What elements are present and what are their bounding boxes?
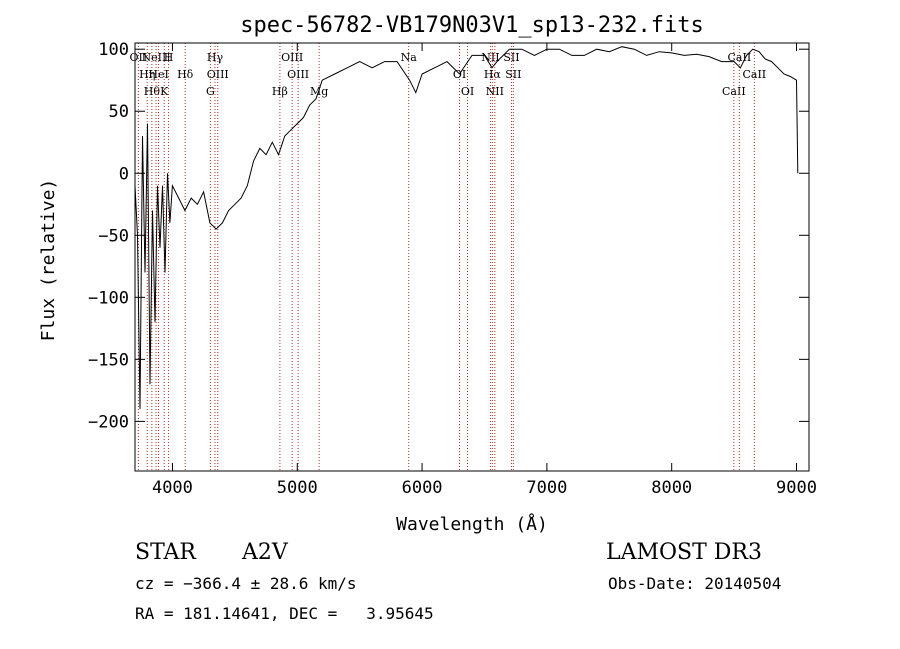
line-marker-label: Hβ — [272, 85, 288, 98]
x-tick-label: 9000 — [776, 478, 817, 498]
spectrum-line — [134, 46, 799, 410]
line-marker-label: OIII — [287, 68, 309, 81]
coords-line: RA = 181.14641, DEC = 3.95645 — [135, 604, 434, 623]
line-marker-label: K — [160, 85, 169, 98]
line-marker-label: SII — [503, 51, 519, 64]
line-marker-label: Mg — [310, 85, 328, 98]
line-marker-label: OIII — [207, 68, 229, 81]
line-marker-label: OII — [130, 51, 148, 64]
chart-title: spec-56782-VB179N03V1_sp13-232.fits — [240, 13, 704, 38]
y-tick-label: 0 — [119, 164, 129, 184]
line-markers: OIIHηHθNeIIIHeIKHHδGHγOIIIHβOIIIOIIIMgNa… — [130, 43, 766, 471]
redshift-line: cz = −366.4 ± 28.6 km/s — [135, 574, 357, 593]
y-tick-label: −100 — [88, 288, 129, 308]
line-marker-label: CaII — [728, 51, 752, 64]
y-axis-ticks: −200 −150 −100 −50 0 50 100 — [88, 40, 809, 432]
line-marker-label: OIII — [281, 51, 303, 64]
line-marker-label: OI — [461, 85, 474, 98]
plot-frame — [134, 42, 810, 472]
line-marker-label: NII — [486, 85, 504, 98]
line-marker-label: NII — [481, 51, 499, 64]
line-marker-label: G — [206, 85, 215, 98]
line-marker-label: Hα — [484, 68, 502, 81]
line-marker-label: Hγ — [207, 51, 224, 64]
y-tick-label: −50 — [98, 226, 129, 246]
y-tick-label: −200 — [88, 412, 129, 432]
x-tick-label: 4000 — [152, 478, 193, 498]
line-marker-label: Na — [401, 51, 418, 64]
line-marker-label: Hδ — [177, 68, 194, 81]
x-tick-label: 6000 — [402, 478, 443, 498]
line-marker-label: Hη — [139, 68, 155, 81]
line-marker-label: H — [164, 51, 174, 64]
line-marker-label: CaII — [722, 85, 746, 98]
x-tick-label: 8000 — [651, 478, 692, 498]
x-axis-ticks: 4000 5000 6000 7000 8000 9000 — [152, 43, 817, 498]
line-marker-label: NeIII — [142, 51, 171, 64]
x-axis-label: Wavelength (Å) — [396, 513, 548, 535]
x-tick-label: 5000 — [277, 478, 318, 498]
line-marker-label: CaII — [742, 68, 766, 81]
line-marker-label: HeI — [148, 68, 168, 81]
y-tick-label: −150 — [88, 350, 129, 370]
spectrum-chart: spec-56782-VB179N03V1_sp13-232.fits OIIH… — [38, 13, 817, 535]
object-subclass: A2V — [242, 540, 288, 565]
object-class: STAR — [135, 540, 196, 565]
x-tick-label: 7000 — [526, 478, 567, 498]
y-tick-label: 100 — [98, 40, 129, 60]
line-marker-label: SII — [505, 68, 521, 81]
obs-date-line: Obs-Date: 20140504 — [608, 574, 782, 593]
y-axis-label: Flux (relative) — [38, 179, 59, 342]
y-tick-label: 50 — [109, 102, 129, 122]
survey-name: LAMOST DR3 — [606, 540, 762, 565]
line-marker-label: Hθ — [144, 85, 161, 98]
